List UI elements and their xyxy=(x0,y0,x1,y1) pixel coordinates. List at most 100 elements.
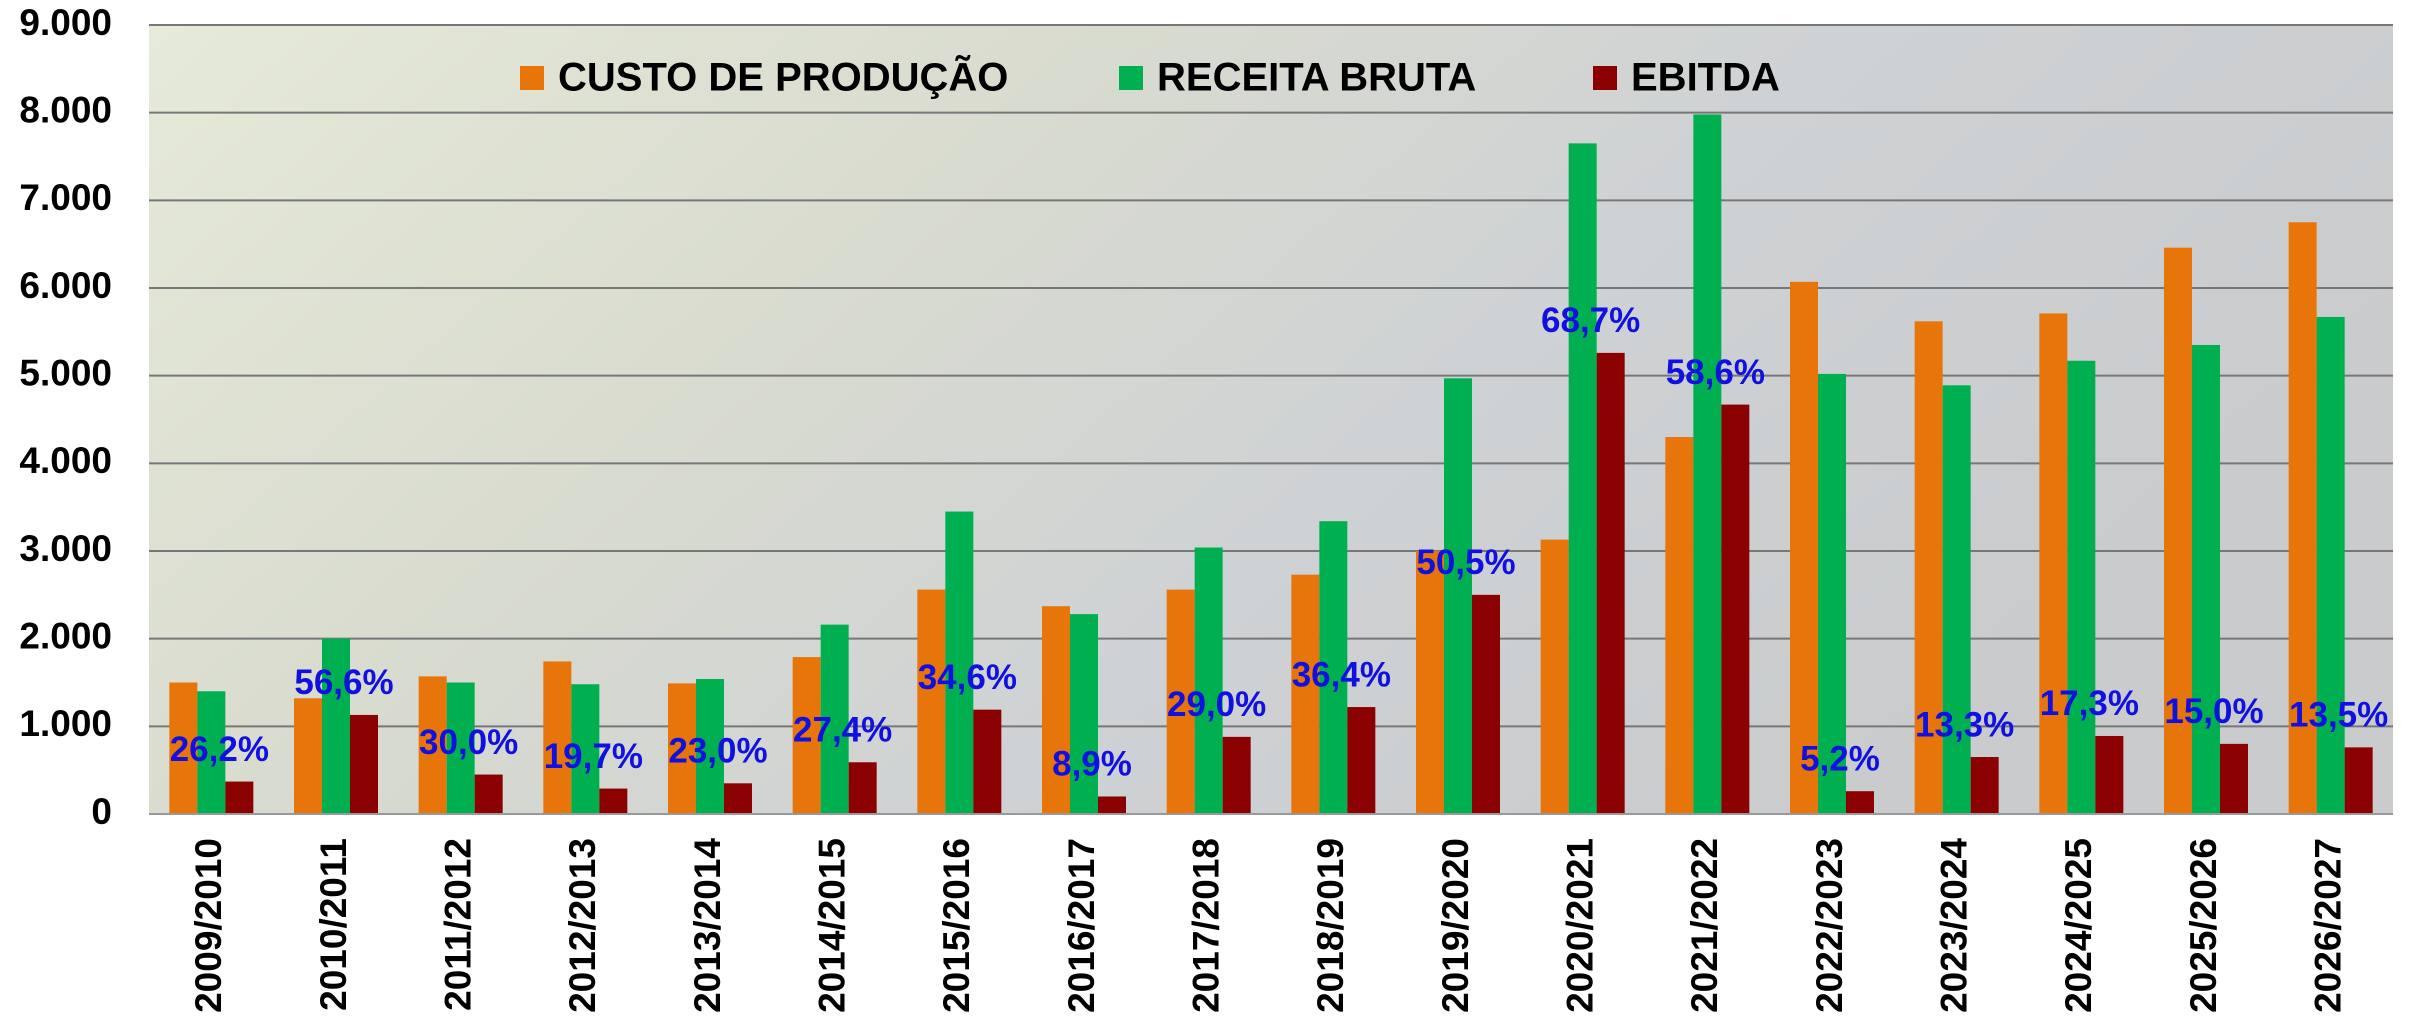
x-tick-label: 2022/2023 xyxy=(1809,838,1850,1013)
bar xyxy=(1319,521,1348,814)
y-tick-label: 7.000 xyxy=(19,177,112,218)
y-tick-label: 9.000 xyxy=(19,2,112,43)
bar xyxy=(1914,321,1943,814)
margin-label: 19,7% xyxy=(544,737,643,776)
bar xyxy=(668,683,696,814)
bar xyxy=(1540,539,1569,814)
y-tick-label: 5.000 xyxy=(19,352,112,393)
bar xyxy=(973,709,1002,814)
bar xyxy=(1222,736,1251,814)
x-tick-label: 2013/2014 xyxy=(687,838,728,1013)
legend-swatch xyxy=(1593,66,1617,90)
bar xyxy=(1472,594,1500,814)
x-tick-label: 2020/2021 xyxy=(1559,838,1600,1013)
bar xyxy=(474,774,503,814)
bar xyxy=(696,678,724,814)
margin-label: 68,7% xyxy=(1541,301,1640,340)
x-tick-label: 2019/2020 xyxy=(1435,838,1476,1013)
legend-label: EBITDA xyxy=(1631,56,1780,100)
bar xyxy=(350,714,378,814)
y-tick-label: 4.000 xyxy=(19,440,112,481)
bar xyxy=(1721,404,1750,814)
bar xyxy=(1098,796,1126,814)
legend-swatch xyxy=(520,66,544,90)
margin-label: 5,2% xyxy=(1800,739,1880,778)
bar xyxy=(169,682,198,814)
plot-background xyxy=(149,25,2393,814)
bar xyxy=(2316,316,2345,814)
bar xyxy=(1291,574,1320,814)
bar xyxy=(1942,385,1971,814)
x-tick-label: 2015/2016 xyxy=(936,838,977,1013)
y-tick-label: 8.000 xyxy=(19,89,112,130)
bar xyxy=(1070,614,1098,814)
bar xyxy=(2039,313,2068,814)
legend-label: RECEITA BRUTA xyxy=(1157,56,1476,100)
x-tick-label: 2010/2011 xyxy=(313,838,354,1011)
y-tick-label: 1.000 xyxy=(19,703,112,744)
bar xyxy=(724,783,752,814)
bar xyxy=(1166,589,1195,814)
y-tick-label: 3.000 xyxy=(19,528,112,569)
margin-label: 27,4% xyxy=(793,711,892,750)
bar xyxy=(225,781,254,814)
bar xyxy=(1596,352,1625,814)
bar xyxy=(1444,378,1472,814)
margin-label: 56,6% xyxy=(294,663,393,702)
margin-label: 58,6% xyxy=(1666,353,1765,392)
bar xyxy=(543,661,572,814)
y-tick-label: 2.000 xyxy=(19,615,112,656)
bar xyxy=(2164,247,2192,814)
legend-label: CUSTO DE PRODUÇÃO xyxy=(558,54,1008,100)
bar xyxy=(322,638,350,814)
x-tick-label: 2018/2019 xyxy=(1310,838,1351,1013)
x-tick-label: 2009/2010 xyxy=(188,838,229,1013)
margin-label: 17,3% xyxy=(2040,684,2139,723)
x-tick-label: 2023/2024 xyxy=(1933,838,1974,1013)
x-tick-label: 2012/2013 xyxy=(562,838,603,1013)
x-tick-label: 2017/2018 xyxy=(1185,838,1226,1013)
margin-label: 29,0% xyxy=(1167,685,1266,724)
bar xyxy=(197,691,226,814)
margin-label: 23,0% xyxy=(668,732,767,771)
margin-label: 13,5% xyxy=(2289,696,2388,735)
bar xyxy=(1568,143,1597,815)
bar xyxy=(820,624,849,814)
bar xyxy=(2220,743,2248,814)
margin-label: 15,0% xyxy=(2164,692,2263,731)
bar xyxy=(848,762,877,814)
margin-label: 34,6% xyxy=(918,658,1017,697)
bar xyxy=(2192,344,2220,814)
x-tick-label: 2024/2025 xyxy=(2058,838,2099,1013)
x-tick-label: 2014/2015 xyxy=(811,838,852,1013)
x-tick-label: 2026/2027 xyxy=(2307,838,2348,1013)
y-tick-label: 6.000 xyxy=(19,265,112,306)
bar xyxy=(571,684,600,814)
x-tick-label: 2011/2012 xyxy=(437,838,478,1011)
margin-label: 30,0% xyxy=(419,723,518,762)
bar xyxy=(418,676,447,814)
bar xyxy=(1790,281,1818,814)
bar xyxy=(1042,606,1070,814)
margin-label: 8,9% xyxy=(1052,745,1132,784)
bar xyxy=(1693,114,1722,815)
margin-label: 13,3% xyxy=(1915,705,2014,744)
bar xyxy=(2067,360,2096,814)
x-tick-label: 2021/2022 xyxy=(1684,838,1725,1013)
bar xyxy=(446,682,475,814)
margin-label: 36,4% xyxy=(1292,655,1391,694)
y-tick-label: 0 xyxy=(91,791,112,832)
bar xyxy=(1818,373,1846,814)
bar xyxy=(1665,437,1694,814)
bar xyxy=(599,788,628,814)
bar xyxy=(1970,757,1999,814)
bar xyxy=(1416,551,1444,814)
margin-label: 26,2% xyxy=(170,730,269,769)
bar xyxy=(1347,707,1376,814)
x-tick-label: 2025/2026 xyxy=(2183,838,2224,1013)
bar xyxy=(2095,735,2124,814)
bar xyxy=(917,589,946,814)
x-tick-label: 2016/2017 xyxy=(1061,838,1102,1013)
bar xyxy=(2344,747,2373,814)
